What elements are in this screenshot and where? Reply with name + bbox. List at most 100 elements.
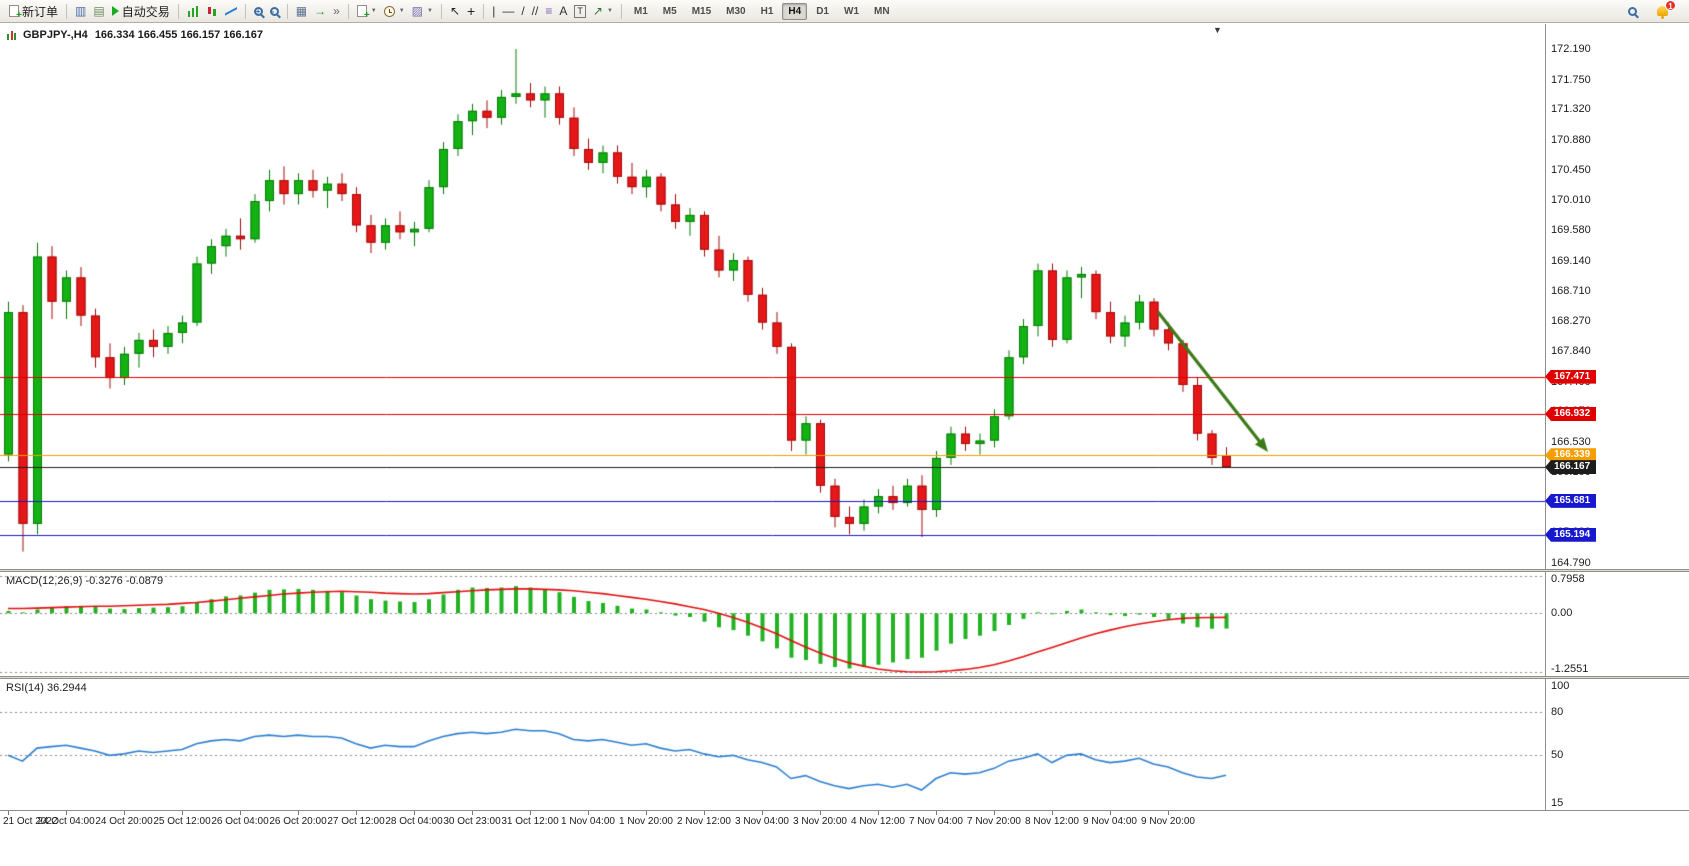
text-label-icon[interactable]: T (571, 2, 589, 21)
page-plus-icon (9, 5, 22, 21)
auto-trading-button[interactable]: 自动交易 (109, 2, 173, 21)
time-axis-tick (820, 811, 821, 815)
tile-windows-icon[interactable]: ▦ (293, 2, 310, 21)
channel-icon: // (531, 4, 539, 18)
time-axis-label: 4 Nov 12:00 (851, 816, 905, 827)
vertical-line-icon[interactable]: | (489, 2, 498, 21)
tile-windows-icon: ▦ (295, 4, 308, 18)
support-line-badge: 165.681 (1545, 493, 1597, 508)
time-axis[interactable]: 21 Oct 2022 24 Oct 04:00 24 Oct 20:00 25 Oc… (0, 810, 1689, 834)
time-axis-tick (994, 811, 995, 815)
panel-splitter-macd[interactable] (0, 569, 1689, 572)
toolbar-separator (347, 3, 349, 19)
auto-scroll-icon[interactable]: → (311, 2, 329, 21)
toolbar-main: 新订单▥▤自动交易+-▦→»▼▼▨▼↖+|—///≡AT↗▼M1M5M15M30… (6, 2, 897, 21)
time-axis-label: 26 Oct 04:00 (211, 816, 269, 827)
zoom-in-icon: + (253, 6, 263, 16)
zoom-in-icon[interactable]: + (251, 2, 266, 21)
price-axis-label: 168.270 (1551, 315, 1591, 328)
bar-chart-icon[interactable] (184, 2, 202, 21)
time-axis-tick (8, 811, 9, 815)
new-chart-button[interactable]: ▼ (354, 2, 380, 21)
price-axis-label: 171.750 (1551, 73, 1591, 86)
timeframe-button-mn[interactable]: MN (874, 5, 890, 17)
horizontal-line-icon[interactable]: — (499, 2, 517, 21)
zoom-out-icon[interactable]: - (267, 2, 282, 21)
templates-icon: ▨ (411, 4, 423, 18)
resistance-line-badge: 166.932 (1545, 407, 1597, 422)
trendline-icon: / (521, 4, 525, 18)
zoom-in-icon-sign: + (255, 6, 261, 16)
text-icon[interactable]: A (556, 2, 570, 21)
timeframe-button-w1[interactable]: W1 (844, 5, 859, 17)
arrows-icon[interactable]: ↗ ▼ (590, 2, 616, 21)
price-axis-label: 172.190 (1551, 42, 1591, 55)
time-axis-tick (1110, 811, 1111, 815)
fibonacci-icon[interactable]: ≡ (542, 2, 555, 21)
time-axis-tick (66, 811, 67, 815)
price-axis-label: 166.530 (1551, 435, 1591, 448)
time-axis-label: 1 Nov 20:00 (619, 816, 673, 827)
dropdown-caret-icon: ▼ (427, 8, 433, 14)
chart-shift-icon[interactable]: » (330, 2, 343, 21)
candlestick-chart-icon[interactable] (203, 2, 221, 21)
market-watch-icon: ▤ (93, 4, 105, 18)
magnifier-icon (1628, 6, 1637, 16)
time-axis-label: 9 Nov 20:00 (1141, 816, 1195, 827)
time-axis-tick (414, 811, 415, 815)
new-order-button[interactable]: 新订单 (6, 2, 61, 21)
time-axis-tick (936, 811, 937, 815)
timeframe-button-m15[interactable]: M15 (691, 5, 712, 17)
macd-canvas[interactable] (0, 572, 1545, 676)
period-icon[interactable]: ▼ (381, 2, 408, 21)
trendline-icon[interactable]: / (518, 2, 527, 21)
time-axis-label: 27 Oct 12:00 (327, 816, 385, 827)
panel-splitter-rsi[interactable] (0, 676, 1689, 679)
toolbar-separator (244, 3, 246, 19)
time-axis-tick (878, 811, 879, 815)
rsi-axis-label: 50 (1551, 749, 1564, 762)
toolbar: 新订单▥▤自动交易+-▦→»▼▼▨▼↖+|—///≡AT↗▼M1M5M15M30… (0, 0, 1689, 23)
time-axis-label: 31 Oct 12:00 (501, 816, 559, 827)
time-axis-tick (588, 811, 589, 815)
timeframe-button-m5[interactable]: M5 (662, 5, 677, 17)
time-axis-tick (530, 811, 531, 815)
chart-shift-marker[interactable]: ▼ (1213, 25, 1222, 35)
crosshair-icon[interactable]: + (464, 2, 478, 21)
templates-icon[interactable]: ▨ ▼ (409, 2, 436, 21)
time-axis-label: 7 Nov 04:00 (909, 816, 963, 827)
dropdown-caret-icon: ▼ (398, 8, 405, 14)
timeframe-button-d1[interactable]: D1 (816, 5, 829, 17)
timeframe-button-h4[interactable]: H4 (782, 2, 808, 20)
search-icon[interactable] (1625, 2, 1640, 21)
auto-scroll-icon: → (314, 4, 327, 18)
time-axis-label: 26 Oct 20:00 (269, 816, 327, 827)
time-axis-tick (124, 811, 125, 815)
toolbar-separator (177, 3, 179, 19)
time-axis-tick (762, 811, 763, 815)
time-axis-tick (1052, 811, 1053, 815)
charts-window-icon[interactable]: ▥ (72, 2, 89, 21)
time-axis-label: 3 Nov 20:00 (793, 816, 847, 827)
price-axis-label: 168.710 (1551, 284, 1591, 297)
support-line-badge: 166.339 (1545, 448, 1597, 463)
alerts-icon[interactable]: 1 (1654, 0, 1676, 21)
market-watch-icon[interactable]: ▤ (90, 2, 107, 21)
time-axis-tick (298, 811, 299, 815)
time-axis-label: 7 Nov 20:00 (967, 816, 1021, 827)
price-axis[interactable]: 172.190 171.750 171.320 170.880 170.450 170.0… (1545, 0, 1689, 866)
time-axis-tick (472, 811, 473, 815)
channel-icon[interactable]: // (529, 2, 542, 21)
auto-trading-button-label: 自动交易 (121, 4, 170, 19)
price-chart-canvas[interactable] (0, 24, 1545, 569)
text-label-icon: T (574, 4, 586, 18)
line-chart-icon[interactable] (222, 2, 240, 21)
dropdown-caret-icon: ▼ (606, 8, 613, 14)
timeframe-button-m30[interactable]: M30 (726, 5, 746, 17)
timeframe-button-h1[interactable]: H1 (760, 5, 774, 17)
alerts-count-badge: 1 (1665, 0, 1676, 11)
rsi-canvas[interactable] (0, 679, 1545, 810)
cursor-icon[interactable]: ↖ (447, 2, 463, 21)
timeframe-button-m1[interactable]: M1 (633, 5, 648, 17)
price-axis-label: 164.790 (1551, 556, 1591, 569)
